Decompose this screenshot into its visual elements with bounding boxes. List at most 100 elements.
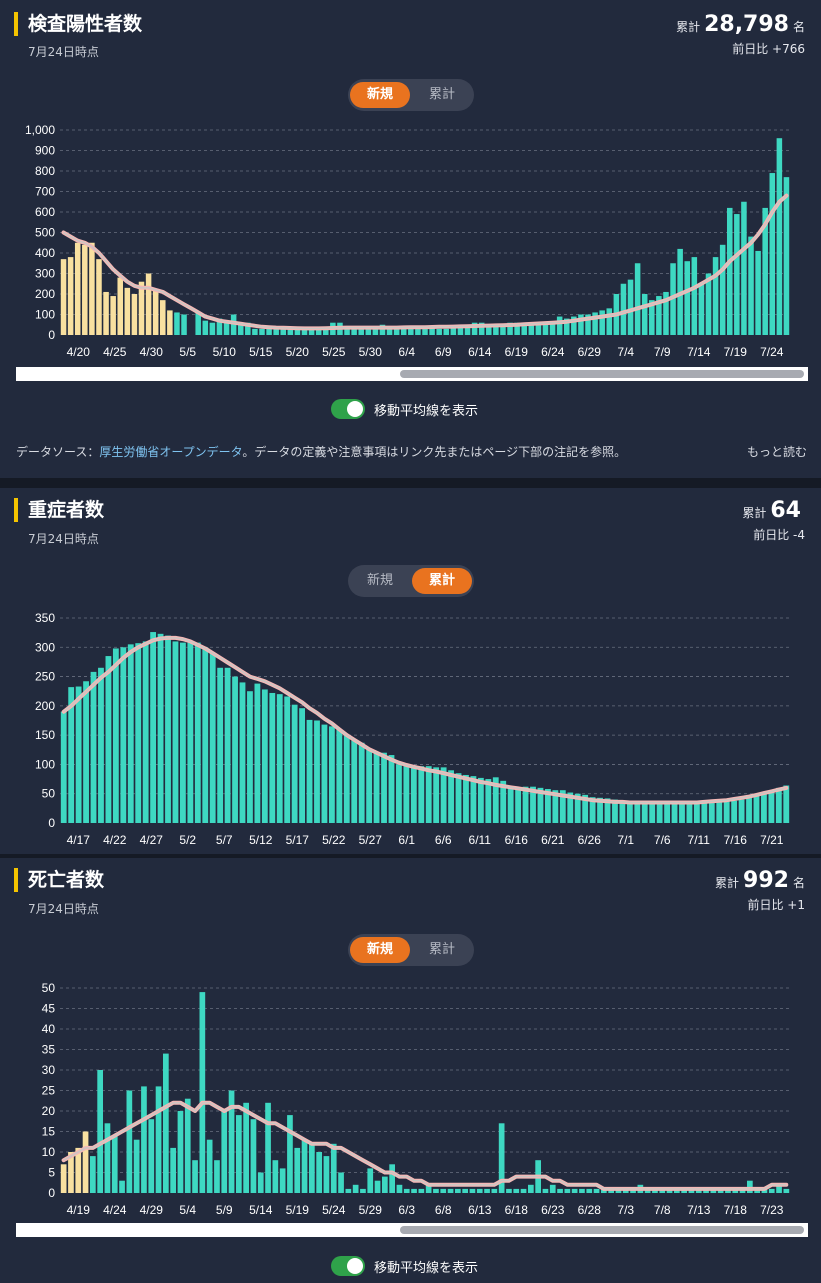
bar	[124, 287, 131, 335]
toggle-new[interactable]: 新規	[350, 82, 410, 108]
bar	[83, 681, 89, 823]
bar	[462, 1188, 468, 1193]
bar	[493, 324, 499, 335]
bar	[209, 322, 216, 335]
bar	[498, 1123, 505, 1193]
bar	[649, 300, 655, 335]
moving-average-switch[interactable]	[331, 399, 365, 419]
bar	[97, 1070, 103, 1193]
bar	[351, 326, 357, 335]
bar	[731, 800, 738, 823]
y-tick-label: 5	[48, 1166, 55, 1180]
bar	[358, 742, 365, 823]
x-tick-label: 6/28	[578, 1203, 602, 1217]
bar	[287, 1115, 293, 1193]
bar	[418, 766, 425, 823]
x-tick-label: 6/6	[435, 833, 452, 847]
bar	[626, 801, 633, 823]
y-tick-label: 350	[35, 611, 55, 625]
bar	[469, 1188, 476, 1193]
scrollbar-thumb[interactable]	[400, 1226, 804, 1234]
x-tick-label: 5/19	[286, 1203, 310, 1217]
bar	[323, 328, 329, 335]
y-tick-label: 500	[35, 226, 55, 240]
x-tick-label: 6/14	[468, 345, 492, 359]
moving-average-switch[interactable]	[331, 1256, 365, 1276]
bar	[634, 801, 641, 823]
bar	[245, 322, 251, 335]
x-tick-label: 4/25	[103, 345, 127, 359]
bar	[471, 322, 478, 335]
bar	[126, 1090, 133, 1193]
bar	[174, 312, 180, 335]
bar	[464, 326, 471, 335]
bar	[556, 316, 563, 335]
x-tick-label: 5/22	[322, 833, 346, 847]
bar	[448, 770, 454, 823]
bar	[425, 1184, 432, 1193]
bar	[145, 273, 152, 335]
bar	[663, 291, 669, 335]
bar	[783, 785, 790, 823]
bar	[507, 322, 513, 335]
source-link[interactable]: 厚生労働省オープンデータ	[99, 445, 243, 459]
x-tick-label: 6/19	[505, 345, 529, 359]
bar	[232, 676, 238, 823]
toggle-total[interactable]: 累計	[428, 942, 455, 957]
x-tick-label: 5/12	[249, 833, 273, 847]
chart-scrollbar[interactable]	[16, 1223, 808, 1237]
y-tick-label: 400	[35, 246, 55, 260]
x-tick-label: 7/3	[617, 1203, 634, 1217]
bar	[552, 790, 559, 823]
bar	[237, 322, 244, 335]
bar	[641, 801, 648, 823]
bar	[410, 765, 417, 823]
total-label: 累計	[676, 20, 701, 34]
y-tick-label: 35	[42, 1043, 56, 1057]
source-prefix: データソース：	[16, 445, 100, 459]
read-more-link[interactable]: もっと読む	[746, 445, 807, 459]
bar	[719, 244, 726, 335]
chart-scrollbar[interactable]	[16, 367, 808, 381]
bar	[755, 250, 761, 335]
bar	[284, 696, 291, 823]
positive-chart: 0 100 200 300 400 500 600 700 800 900 1,000 4/20 4/2…	[25, 123, 790, 359]
bar	[60, 1164, 67, 1193]
y-tick-label: 50	[42, 981, 56, 995]
bar	[269, 692, 276, 823]
bar	[372, 326, 379, 335]
moving-average-line-core	[63, 195, 787, 330]
toggle-new[interactable]: 新規	[350, 937, 410, 963]
card-date: 7月24日時点	[28, 902, 99, 916]
switch-label: 移動平均線を表示	[374, 404, 479, 419]
new-total-toggle[interactable]: 新規 累計	[348, 79, 474, 111]
bar	[228, 1090, 235, 1193]
bar	[272, 1160, 279, 1193]
bar	[252, 328, 258, 335]
x-tick-label: 5/7	[216, 833, 233, 847]
x-tick-label: 6/8	[435, 1203, 452, 1217]
bar	[367, 1168, 374, 1193]
y-tick-label: 100	[35, 308, 55, 322]
bar	[279, 1168, 286, 1193]
y-tick-label: 250	[35, 670, 55, 684]
bar	[202, 647, 209, 823]
toggle-new[interactable]: 新規	[366, 573, 393, 588]
bar	[127, 644, 134, 823]
bar	[734, 214, 740, 335]
bar	[163, 1053, 169, 1193]
new-total-toggle[interactable]: 新規 累計	[348, 565, 474, 597]
bar	[571, 316, 577, 335]
scrollbar-thumb[interactable]	[400, 370, 804, 378]
bar	[578, 314, 584, 335]
toggle-total[interactable]: 累計	[412, 568, 472, 594]
bar	[528, 324, 535, 335]
bar	[440, 767, 447, 823]
toggle-total[interactable]: 累計	[428, 87, 455, 102]
new-total-toggle[interactable]: 新規 累計	[348, 934, 474, 966]
bar	[739, 1188, 746, 1193]
x-tick-label: 5/5	[179, 345, 196, 359]
bar	[165, 635, 171, 823]
bar	[308, 328, 315, 335]
switch-knob	[347, 401, 363, 417]
